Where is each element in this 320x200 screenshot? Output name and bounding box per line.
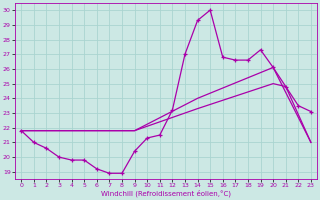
X-axis label: Windchill (Refroidissement éolien,°C): Windchill (Refroidissement éolien,°C) [101,190,231,197]
